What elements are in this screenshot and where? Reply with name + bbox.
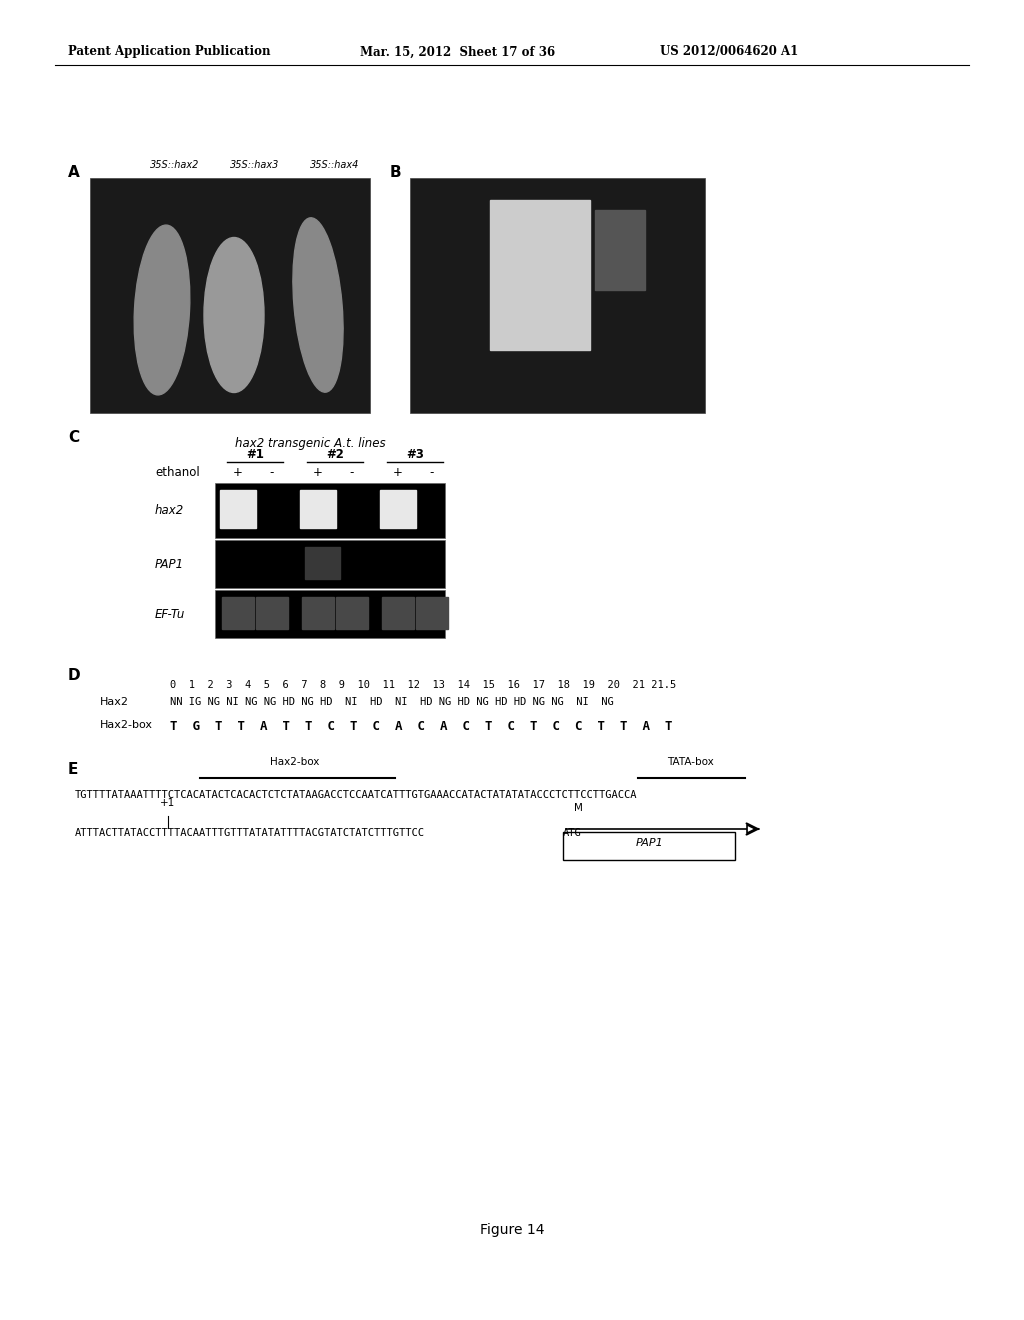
Bar	[220, 490, 256, 528]
Text: B: B	[390, 165, 401, 180]
Text: #2: #2	[326, 449, 344, 462]
Text: EF-Tu: EF-Tu	[155, 607, 185, 620]
Bar	[336, 597, 368, 630]
Bar	[215, 540, 445, 587]
Text: 0  1  2  3  4  5  6  7  8  9  10  11  12  13  14  15  16  17  18  19  20  21 21.: 0 1 2 3 4 5 6 7 8 9 10 11 12 13 14 15 16…	[170, 680, 676, 690]
Text: +: +	[393, 466, 402, 479]
Text: Hax2-box: Hax2-box	[100, 719, 153, 730]
Text: +: +	[233, 466, 243, 479]
Text: +: +	[313, 466, 323, 479]
Text: 35S::hax2: 35S::hax2	[151, 160, 200, 170]
Bar	[90, 178, 370, 413]
Text: E: E	[68, 762, 79, 777]
Bar	[215, 590, 445, 638]
Text: Hax2-box: Hax2-box	[270, 756, 319, 767]
Text: 35S::hax3: 35S::hax3	[230, 160, 280, 170]
Bar	[382, 597, 414, 630]
Text: PAP1: PAP1	[155, 557, 184, 570]
Text: PAP1: PAP1	[636, 838, 664, 847]
Text: Figure 14: Figure 14	[480, 1224, 544, 1237]
Bar	[256, 597, 288, 630]
Text: C: C	[68, 430, 79, 445]
Text: US 2012/0064620 A1: US 2012/0064620 A1	[660, 45, 799, 58]
Text: -: -	[350, 466, 354, 479]
Ellipse shape	[293, 218, 343, 392]
Text: -: -	[269, 466, 274, 479]
Text: #1: #1	[246, 449, 264, 462]
Text: ATG: ATG	[563, 828, 582, 838]
Text: 35S::hax4: 35S::hax4	[310, 160, 359, 170]
Bar	[563, 832, 735, 861]
Text: T  G  T  T  A  T  T  C  T  C  A  C  A  C  T  C  T  C  C  T  T  A  T: T G T T A T T C T C A C A C T C T C C T …	[170, 719, 673, 733]
Text: M: M	[573, 803, 583, 813]
Text: #3: #3	[407, 449, 424, 462]
Bar	[305, 546, 340, 579]
Text: ATTTACTTATACCTTTTACAATTTGTTTATATATTTTACGTATCTATCTTTGTTCC: ATTTACTTATACCTTTTACAATTTGTTTATATATTTTACG…	[75, 828, 425, 838]
Bar	[416, 597, 449, 630]
Bar	[380, 490, 416, 528]
Bar	[300, 490, 336, 528]
Text: hax2 transgenic A.t. lines: hax2 transgenic A.t. lines	[234, 437, 385, 450]
Bar	[215, 483, 445, 539]
Text: TGTTTTATAAATTTTCTCACATACTCACACTCTCTATAAGACCTCCAATCATTTGTGAAACCATACTATATATACCCTCT: TGTTTTATAAATTTTCTCACATACTCACACTCTCTATAAG…	[75, 789, 638, 800]
Ellipse shape	[134, 226, 189, 395]
Text: Hax2: Hax2	[100, 697, 129, 708]
Text: -: -	[430, 466, 434, 479]
Text: Mar. 15, 2012  Sheet 17 of 36: Mar. 15, 2012 Sheet 17 of 36	[360, 45, 555, 58]
Bar	[410, 178, 705, 413]
Text: +1: +1	[161, 799, 176, 808]
Ellipse shape	[204, 238, 264, 392]
Text: hax2: hax2	[155, 503, 184, 516]
Text: A: A	[68, 165, 80, 180]
Bar	[302, 597, 334, 630]
Text: ethanol: ethanol	[155, 466, 200, 479]
Bar	[222, 597, 254, 630]
Bar	[490, 201, 590, 350]
Text: TATA-box: TATA-box	[667, 756, 714, 767]
Text: D: D	[68, 668, 81, 682]
Text: NN IG NG NI NG NG HD NG HD  NI  HD  NI  HD NG HD NG HD HD NG NG  NI  NG: NN IG NG NI NG NG HD NG HD NI HD NI HD N…	[170, 697, 613, 708]
Bar	[595, 210, 645, 290]
Text: Patent Application Publication: Patent Application Publication	[68, 45, 270, 58]
